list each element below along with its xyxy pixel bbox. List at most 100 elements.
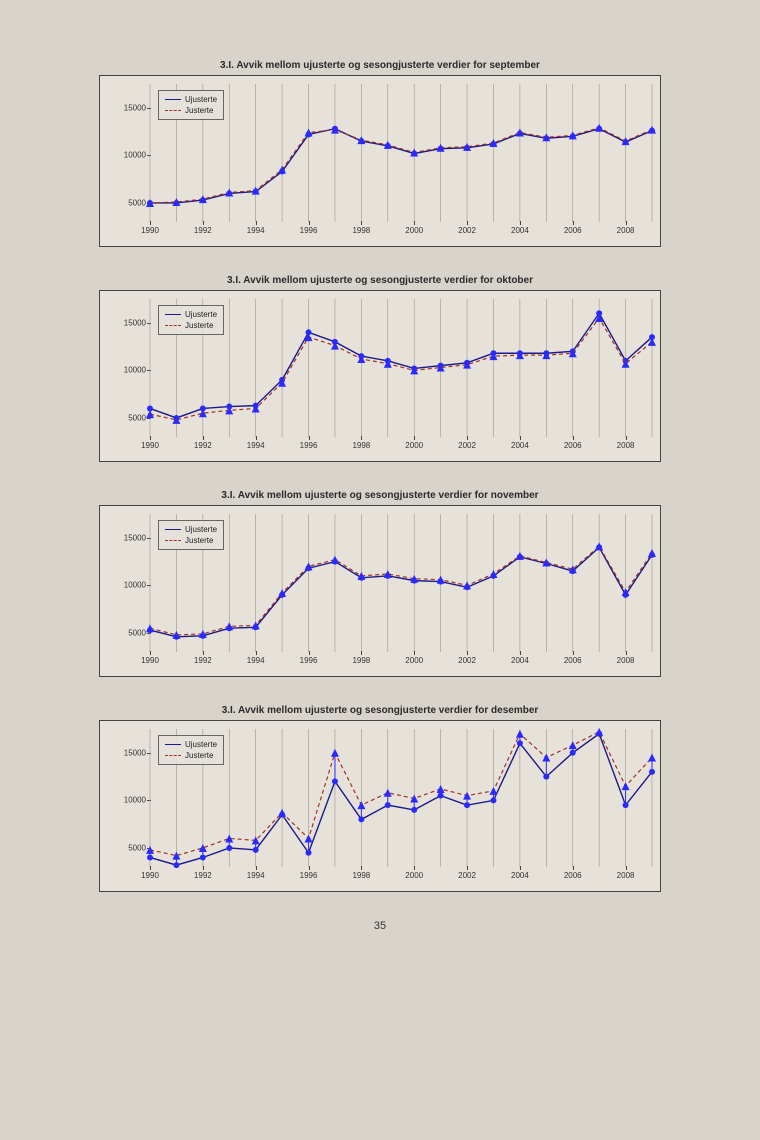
- x-tick: [573, 651, 574, 655]
- x-tick: [573, 221, 574, 225]
- x-tick-label: 2004: [511, 656, 529, 665]
- x-tick-label: 1992: [194, 656, 212, 665]
- chart-svg: [150, 84, 652, 222]
- x-tick-label: 2002: [458, 656, 476, 665]
- x-tick-label: 1992: [194, 226, 212, 235]
- chart-frame: 5000100001500019901992199419961998200020…: [99, 75, 661, 247]
- legend-dash-icon: [165, 755, 181, 756]
- legend-label: Justerte: [185, 750, 213, 761]
- legend-row-ujusterte: Ujusterte: [165, 739, 217, 750]
- legend-label: Ujusterte: [185, 309, 217, 320]
- x-tick: [150, 866, 151, 870]
- x-tick-label: 2006: [564, 441, 582, 450]
- x-tick-label: 2000: [405, 871, 423, 880]
- y-tick-label: 15000: [124, 533, 146, 542]
- x-tick-label: 2006: [564, 871, 582, 880]
- x-tick: [520, 651, 521, 655]
- chart-title: 3.I. Avvik mellom ujusterte og sesongjus…: [60, 705, 700, 716]
- plot-area: 5000100001500019901992199419961998200020…: [150, 84, 652, 222]
- y-tick-label: 10000: [124, 796, 146, 805]
- x-tick: [309, 651, 310, 655]
- x-tick-label: 1990: [141, 871, 159, 880]
- x-tick-label: 1992: [194, 871, 212, 880]
- legend-line-icon: [165, 314, 181, 315]
- chart-block: 3.I. Avvik mellom ujusterte og sesongjus…: [60, 490, 700, 677]
- chart-block: 3.I. Avvik mellom ujusterte og sesongjus…: [60, 60, 700, 247]
- x-tick-label: 1992: [194, 441, 212, 450]
- x-tick: [626, 866, 627, 870]
- legend: UjusterteJusterte: [158, 305, 224, 335]
- x-tick: [626, 651, 627, 655]
- x-tick-label: 2008: [617, 441, 635, 450]
- x-tick: [414, 866, 415, 870]
- x-tick: [150, 651, 151, 655]
- legend-dash-icon: [165, 540, 181, 541]
- y-tick-label: 15000: [124, 103, 146, 112]
- chart-block: 3.I. Avvik mellom ujusterte og sesongjus…: [60, 275, 700, 462]
- x-tick-label: 1998: [352, 871, 370, 880]
- x-tick: [520, 436, 521, 440]
- legend-row-ujusterte: Ujusterte: [165, 94, 217, 105]
- y-tick-label: 10000: [124, 151, 146, 160]
- x-tick-label: 2004: [511, 871, 529, 880]
- x-tick-label: 2006: [564, 656, 582, 665]
- document-page: 3.I. Avvik mellom ujusterte og sesongjus…: [0, 0, 760, 952]
- plot-area: 5000100001500019901992199419961998200020…: [150, 729, 652, 867]
- x-tick: [520, 221, 521, 225]
- x-tick-label: 2002: [458, 441, 476, 450]
- y-tick-label: 15000: [124, 318, 146, 327]
- x-tick: [309, 866, 310, 870]
- legend-row-ujusterte: Ujusterte: [165, 524, 217, 535]
- legend-row-justerte: Justerte: [165, 535, 217, 546]
- x-tick-label: 1990: [141, 656, 159, 665]
- chart-block: 3.I. Avvik mellom ujusterte og sesongjus…: [60, 705, 700, 892]
- chart-svg: [150, 729, 652, 867]
- x-tick-label: 1996: [300, 656, 318, 665]
- x-tick: [414, 651, 415, 655]
- x-tick-label: 2002: [458, 226, 476, 235]
- x-tick-label: 1994: [247, 656, 265, 665]
- legend-label: Justerte: [185, 105, 213, 116]
- x-tick-label: 2004: [511, 441, 529, 450]
- x-tick-label: 1994: [247, 226, 265, 235]
- x-tick-label: 1998: [352, 441, 370, 450]
- x-tick: [309, 436, 310, 440]
- x-tick: [150, 436, 151, 440]
- legend-label: Justerte: [185, 535, 213, 546]
- legend-label: Ujusterte: [185, 94, 217, 105]
- x-tick: [256, 651, 257, 655]
- chart-frame: 5000100001500019901992199419961998200020…: [99, 505, 661, 677]
- x-tick-label: 1990: [141, 226, 159, 235]
- x-tick-label: 2000: [405, 441, 423, 450]
- x-tick-label: 1990: [141, 441, 159, 450]
- x-tick: [203, 436, 204, 440]
- x-tick: [203, 866, 204, 870]
- x-tick: [256, 866, 257, 870]
- plot-area: 5000100001500019901992199419961998200020…: [150, 514, 652, 652]
- x-tick: [626, 436, 627, 440]
- x-tick-label: 2008: [617, 226, 635, 235]
- x-tick-label: 2002: [458, 871, 476, 880]
- legend-label: Ujusterte: [185, 524, 217, 535]
- x-tick-label: 1998: [352, 656, 370, 665]
- x-tick-label: 2000: [405, 226, 423, 235]
- legend-line-icon: [165, 529, 181, 530]
- x-tick: [361, 221, 362, 225]
- x-tick: [309, 221, 310, 225]
- x-tick-label: 1994: [247, 871, 265, 880]
- legend-row-ujusterte: Ujusterte: [165, 309, 217, 320]
- plot-area: 5000100001500019901992199419961998200020…: [150, 299, 652, 437]
- x-tick-label: 2004: [511, 226, 529, 235]
- x-tick: [361, 436, 362, 440]
- y-tick-label: 5000: [128, 843, 146, 852]
- x-tick: [520, 866, 521, 870]
- x-tick: [203, 221, 204, 225]
- x-tick: [467, 866, 468, 870]
- y-tick-label: 10000: [124, 366, 146, 375]
- x-tick-label: 1998: [352, 226, 370, 235]
- y-tick-label: 10000: [124, 581, 146, 590]
- page-number: 35: [60, 920, 700, 932]
- legend-row-justerte: Justerte: [165, 105, 217, 116]
- x-tick: [414, 221, 415, 225]
- x-tick: [467, 221, 468, 225]
